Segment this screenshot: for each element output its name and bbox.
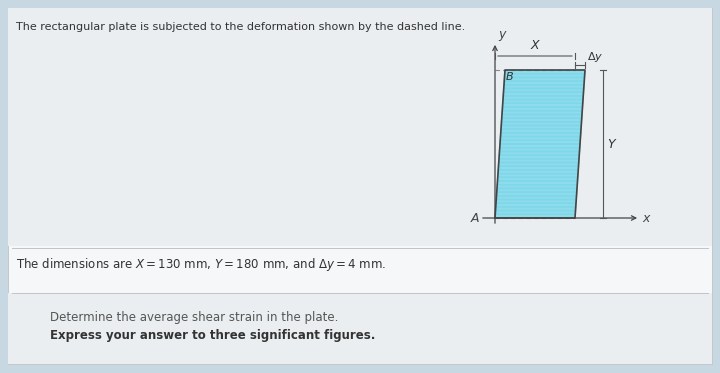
Polygon shape — [499, 159, 579, 163]
Text: Express your answer to three significant figures.: Express your answer to three significant… — [50, 329, 375, 342]
Polygon shape — [500, 129, 581, 133]
Polygon shape — [505, 74, 585, 78]
Polygon shape — [500, 133, 581, 137]
Polygon shape — [498, 170, 578, 173]
Text: B: B — [506, 72, 513, 82]
Polygon shape — [502, 118, 582, 122]
Polygon shape — [500, 137, 580, 140]
Text: Y: Y — [607, 138, 615, 150]
Text: x: x — [642, 213, 649, 226]
Polygon shape — [496, 196, 577, 200]
Polygon shape — [496, 203, 576, 207]
Polygon shape — [497, 192, 577, 196]
Polygon shape — [500, 140, 580, 144]
Polygon shape — [498, 166, 578, 170]
Text: Determine the average shear strain in the plate.: Determine the average shear strain in th… — [50, 311, 338, 324]
Polygon shape — [503, 103, 582, 107]
Polygon shape — [496, 200, 576, 203]
Polygon shape — [503, 100, 583, 103]
Polygon shape — [498, 163, 579, 166]
Polygon shape — [504, 81, 584, 85]
Polygon shape — [499, 155, 580, 159]
Polygon shape — [503, 92, 583, 96]
Bar — [8, 293, 712, 364]
Text: y: y — [498, 28, 505, 41]
Polygon shape — [498, 181, 577, 185]
Polygon shape — [498, 177, 577, 181]
Polygon shape — [505, 70, 585, 74]
Polygon shape — [495, 207, 576, 211]
Polygon shape — [503, 107, 582, 111]
Polygon shape — [503, 96, 583, 100]
Polygon shape — [502, 115, 582, 118]
Polygon shape — [497, 188, 577, 192]
Polygon shape — [502, 111, 582, 115]
Polygon shape — [499, 151, 580, 155]
Polygon shape — [504, 85, 584, 88]
Polygon shape — [495, 211, 575, 214]
Text: X: X — [531, 39, 539, 52]
Polygon shape — [495, 214, 575, 218]
Polygon shape — [498, 173, 578, 177]
Polygon shape — [501, 122, 582, 125]
Polygon shape — [500, 144, 580, 148]
Text: The dimensions are $X = 130$ mm, $Y = 180$ mm, and $\Delta y = 4$ mm.: The dimensions are $X = 130$ mm, $Y = 18… — [16, 256, 387, 273]
Text: The rectangular plate is subjected to the deformation shown by the dashed line.: The rectangular plate is subjected to th… — [16, 22, 465, 32]
Polygon shape — [500, 148, 580, 151]
Polygon shape — [504, 78, 585, 81]
Polygon shape — [503, 88, 584, 92]
Polygon shape — [497, 185, 577, 188]
Bar — [8, 8, 712, 246]
Text: A: A — [470, 213, 479, 226]
Text: $\Delta y$: $\Delta y$ — [587, 50, 603, 64]
Polygon shape — [501, 125, 581, 129]
